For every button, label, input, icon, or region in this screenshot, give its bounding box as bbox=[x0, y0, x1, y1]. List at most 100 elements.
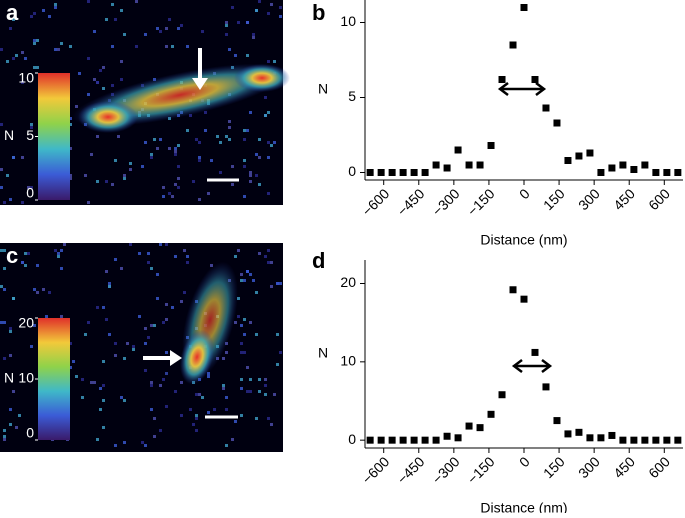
pixel bbox=[111, 3, 114, 6]
pixel bbox=[222, 357, 225, 360]
pixel bbox=[102, 399, 105, 402]
pixel bbox=[255, 153, 258, 156]
pixel bbox=[225, 444, 228, 447]
point bbox=[432, 436, 440, 444]
pixel bbox=[252, 36, 255, 39]
point bbox=[531, 76, 539, 83]
pixel bbox=[9, 354, 12, 357]
point bbox=[575, 428, 583, 436]
pixel bbox=[69, 366, 72, 369]
colorbar-tick-label: 0 bbox=[26, 185, 34, 201]
pixel bbox=[9, 198, 12, 201]
pixel bbox=[204, 129, 207, 132]
pixel bbox=[201, 396, 204, 399]
pixel bbox=[33, 39, 36, 42]
pixel bbox=[225, 24, 228, 27]
point bbox=[608, 164, 616, 172]
pixel bbox=[201, 30, 204, 33]
pixel bbox=[267, 141, 270, 144]
pixel bbox=[12, 297, 15, 300]
pixel bbox=[3, 429, 6, 432]
panel-label: c bbox=[6, 243, 18, 268]
pixel bbox=[0, 285, 3, 288]
pixel bbox=[165, 318, 168, 321]
pixel bbox=[9, 408, 12, 411]
pixel bbox=[3, 435, 6, 438]
pixel bbox=[279, 351, 282, 354]
pixel bbox=[102, 87, 105, 90]
pixel bbox=[231, 165, 234, 168]
pixel bbox=[108, 333, 111, 336]
y-tick-label: 5 bbox=[348, 88, 356, 104]
point bbox=[641, 161, 649, 169]
pixel bbox=[216, 135, 219, 138]
pixel bbox=[120, 9, 123, 12]
point bbox=[553, 417, 561, 425]
point bbox=[509, 286, 517, 294]
pixel bbox=[30, 345, 33, 348]
pixel bbox=[207, 372, 210, 375]
pixel bbox=[96, 306, 99, 309]
pixel bbox=[105, 270, 108, 273]
pixel bbox=[54, 48, 57, 51]
pixel bbox=[198, 141, 201, 144]
pixel bbox=[195, 414, 198, 417]
pixel bbox=[3, 267, 6, 270]
pixel bbox=[210, 264, 213, 267]
pixel bbox=[60, 267, 63, 270]
panel-label: b bbox=[312, 0, 325, 25]
pixel bbox=[168, 192, 171, 195]
pixel bbox=[279, 282, 282, 285]
pixel bbox=[234, 420, 237, 423]
pixel bbox=[153, 435, 156, 438]
pixel bbox=[165, 372, 168, 375]
pixel bbox=[60, 249, 63, 252]
pixel bbox=[36, 39, 39, 42]
pixel bbox=[177, 165, 180, 168]
pixel bbox=[153, 324, 156, 327]
pixel bbox=[96, 180, 99, 183]
pixel bbox=[195, 393, 198, 396]
point bbox=[366, 169, 374, 176]
x-axis-label: Distance (nm) bbox=[480, 232, 567, 248]
point bbox=[421, 436, 429, 444]
x-tick-label: 300 bbox=[575, 185, 603, 213]
pixel bbox=[24, 57, 27, 60]
pixel bbox=[30, 15, 33, 18]
pixel bbox=[279, 15, 282, 18]
point bbox=[399, 169, 407, 176]
pixel bbox=[156, 273, 159, 276]
pixel bbox=[120, 267, 123, 270]
pixel bbox=[144, 342, 147, 345]
pixel bbox=[33, 42, 36, 45]
pixel bbox=[6, 60, 9, 63]
pixel bbox=[207, 411, 210, 414]
y-axis-label: N bbox=[318, 345, 328, 361]
pixel bbox=[69, 117, 72, 120]
pixel bbox=[33, 66, 36, 69]
pixel bbox=[264, 393, 267, 396]
pixel bbox=[90, 381, 93, 384]
point bbox=[597, 434, 605, 442]
pixel bbox=[258, 378, 261, 381]
y-tick-label: 0 bbox=[348, 431, 356, 447]
point bbox=[586, 149, 594, 157]
pixel bbox=[144, 327, 147, 330]
pixel bbox=[0, 249, 3, 252]
point bbox=[652, 169, 660, 176]
pixel bbox=[240, 387, 243, 390]
point bbox=[674, 169, 682, 176]
pixel bbox=[267, 156, 270, 159]
pixel bbox=[144, 33, 147, 36]
pixel bbox=[219, 141, 222, 144]
pixel bbox=[225, 396, 228, 399]
x-tick-label: −450 bbox=[394, 185, 428, 219]
pixel bbox=[9, 423, 12, 426]
pixel bbox=[114, 354, 117, 357]
pixel bbox=[264, 114, 267, 117]
pixel bbox=[249, 378, 252, 381]
pixel bbox=[87, 321, 90, 324]
pixel bbox=[114, 18, 117, 21]
pixel bbox=[21, 261, 24, 264]
pixel bbox=[159, 243, 162, 246]
